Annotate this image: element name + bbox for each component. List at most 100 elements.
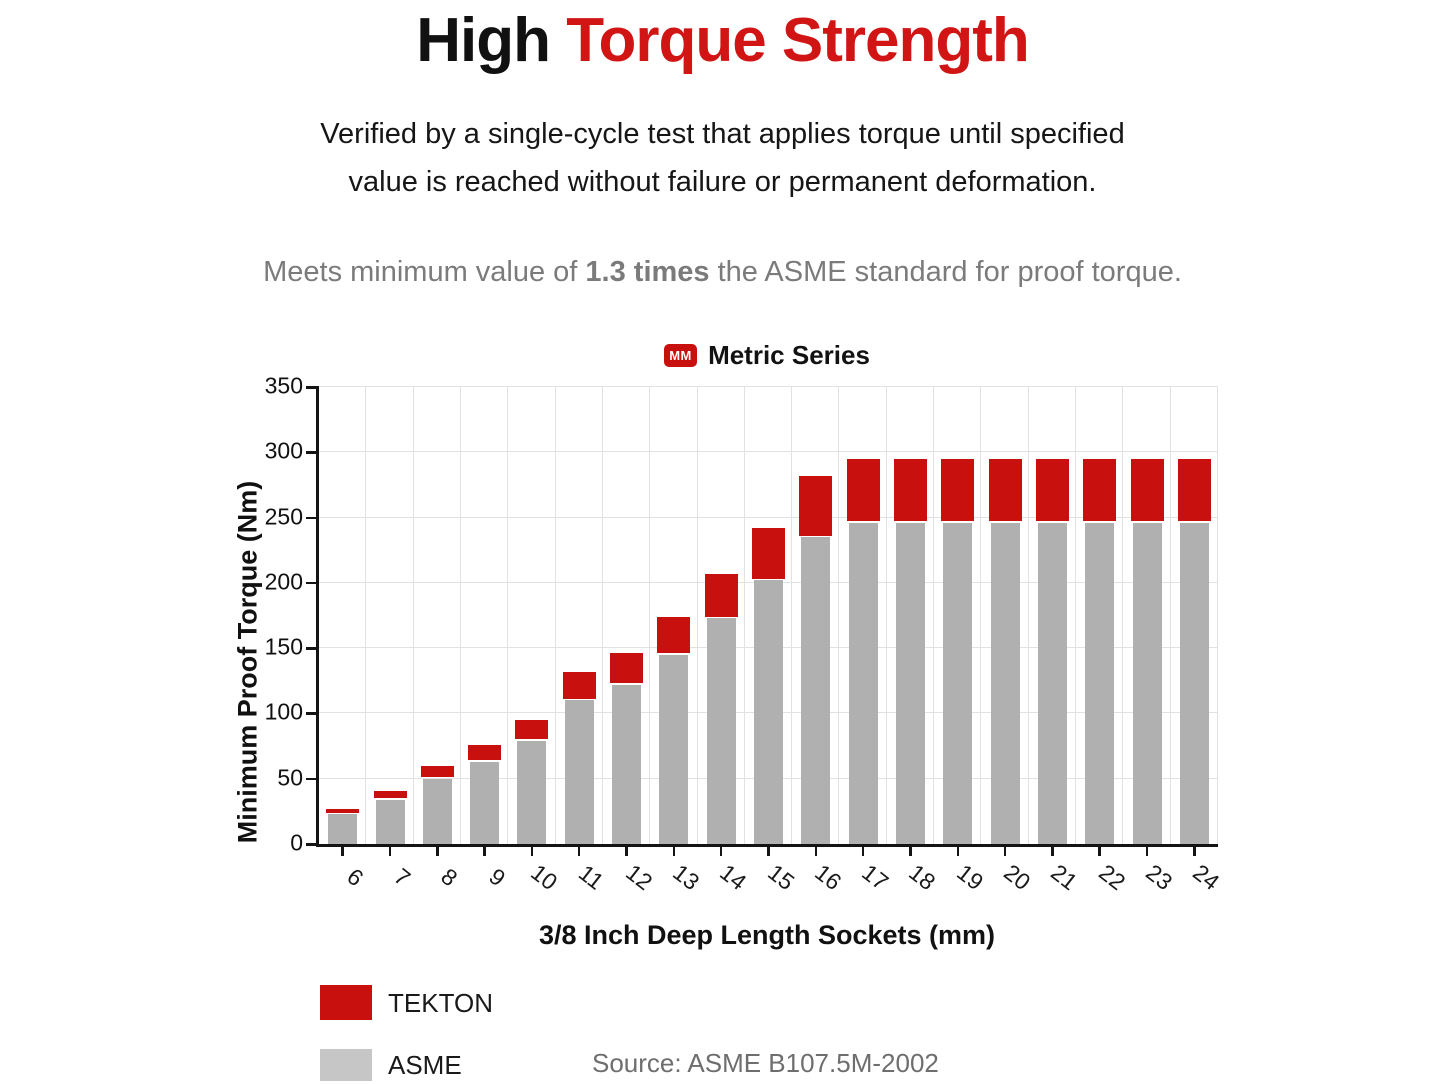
gridline-vertical <box>838 387 839 844</box>
standard-note-suffix: the ASME standard for proof torque. <box>709 256 1182 288</box>
x-axis-tick <box>341 847 344 856</box>
x-axis-tick <box>530 847 534 856</box>
standard-note-multiplier: 1.3 times <box>585 256 710 288</box>
bar-asme-17mm <box>848 522 878 844</box>
x-tick-label: 8 <box>436 862 463 892</box>
x-axis-tick <box>577 847 581 856</box>
bar-tekton-10mm <box>515 719 549 740</box>
y-axis-tick <box>306 777 319 781</box>
bar-asme-10mm <box>517 740 547 844</box>
page-title: High Torque Strength <box>0 8 1445 74</box>
x-tick-label: 11 <box>574 859 609 895</box>
source-citation: Source: ASME B107.5M-2002 <box>592 1048 939 1078</box>
y-tick-label: 0 <box>290 829 303 856</box>
bar-tekton-8mm <box>420 765 454 778</box>
legend-swatch-tekton <box>320 985 372 1020</box>
bar-tekton-20mm <box>988 458 1022 522</box>
y-axis-title: Minimum Proof Torque (Nm) <box>232 480 263 844</box>
subtitle-line-2: value is reached without failure or perm… <box>348 166 1097 198</box>
y-axis-tick <box>306 647 319 650</box>
bar-asme-21mm <box>1037 522 1067 844</box>
gridline-vertical <box>1170 387 1171 844</box>
metric-mm-badge-icon: MM <box>664 344 698 367</box>
plot-area: 0 50 100 150 200 250 300 350 6 7 8 9 10 11 12 13 14 15 16 1… <box>265 373 1225 896</box>
bar-tekton-24mm <box>1177 458 1211 522</box>
legend-swatch-asme <box>320 1049 372 1081</box>
bar-tekton-12mm <box>610 653 644 684</box>
bar-asme-23mm <box>1132 522 1162 844</box>
bar-asme-9mm <box>470 761 500 844</box>
x-tick-label: 12 <box>620 858 657 896</box>
bar-tekton-21mm <box>1035 458 1069 522</box>
gridline-vertical <box>413 387 414 844</box>
bar-tekton-7mm <box>373 790 407 799</box>
bar-asme-8mm <box>422 778 452 844</box>
x-axis-tick <box>861 847 865 856</box>
bar-tekton-19mm <box>941 458 975 522</box>
x-axis-tick <box>956 847 959 856</box>
y-tick-label: 350 <box>264 372 303 399</box>
gridline-vertical <box>744 387 745 844</box>
bar-tekton-15mm <box>752 528 785 579</box>
x-axis-tick <box>1003 847 1007 856</box>
gridline-vertical <box>1075 387 1076 844</box>
gridline-vertical <box>1028 387 1029 844</box>
gridline-vertical <box>1217 387 1218 844</box>
y-tick-label: 300 <box>264 437 303 464</box>
bar-asme-11mm <box>564 700 594 844</box>
x-tick-label: 21 <box>1046 858 1083 896</box>
bar-tekton-18mm <box>893 458 927 522</box>
bar-asme-19mm <box>943 522 973 844</box>
x-tick-label: 24 <box>1188 858 1225 896</box>
x-axis-tick <box>767 847 770 856</box>
y-axis-tick <box>306 581 319 585</box>
gridline-vertical <box>555 387 556 844</box>
chart-title: Metric Series <box>708 340 870 370</box>
bar-tekton-11mm <box>562 671 596 699</box>
y-axis-tick <box>306 451 319 454</box>
standard-note: Meets minimum value of 1.3 times the ASM… <box>0 256 1445 289</box>
bar-tekton-14mm <box>704 573 738 617</box>
bar-tekton-9mm <box>468 744 502 761</box>
subtitle: Verified by a single-cycle test that app… <box>0 110 1445 206</box>
bar-asme-16mm <box>801 537 831 844</box>
standard-note-prefix: Meets minimum value of <box>263 256 586 288</box>
gridline-horizontal <box>319 516 1218 518</box>
x-axis-tick <box>1145 847 1149 856</box>
gridline-horizontal <box>319 451 1218 453</box>
bar-tekton-6mm <box>326 808 360 813</box>
x-axis-tick <box>625 847 628 856</box>
bar-asme-24mm <box>1179 522 1209 844</box>
x-tick-label: 18 <box>904 858 941 896</box>
y-tick-label: 50 <box>277 764 303 791</box>
bar-asme-20mm <box>990 522 1020 844</box>
chart-title-row: MM Metric Series <box>316 340 1218 371</box>
gridline-vertical <box>507 387 508 844</box>
x-axis-tick <box>483 847 486 856</box>
x-tick-label: 10 <box>526 858 563 896</box>
gridline-vertical <box>365 387 366 844</box>
y-tick-label: 100 <box>264 699 303 726</box>
x-tick-label: 7 <box>389 862 416 892</box>
y-axis-tick <box>306 516 319 520</box>
bar-asme-6mm <box>328 814 358 844</box>
x-axis-tick <box>909 847 912 856</box>
x-tick-label: 15 <box>762 858 799 896</box>
y-axis-tick <box>306 712 319 715</box>
x-axis-tick <box>1098 847 1101 856</box>
x-tick-label: 20 <box>999 858 1036 896</box>
gridline-vertical <box>1122 387 1123 844</box>
bar-tekton-23mm <box>1130 458 1164 522</box>
gridline-vertical <box>460 387 461 844</box>
x-tick-label: 14 <box>715 858 752 896</box>
gridline-vertical <box>697 387 698 844</box>
x-tick-label: 19 <box>951 858 989 896</box>
gridline-vertical <box>886 387 887 844</box>
bar-asme-18mm <box>895 522 925 844</box>
title-part-red: Torque Strength <box>566 6 1030 75</box>
subtitle-line-1: Verified by a single-cycle test that app… <box>320 118 1125 150</box>
gridline-vertical <box>649 387 650 844</box>
y-tick-label: 250 <box>264 503 303 530</box>
bar-asme-22mm <box>1085 522 1115 844</box>
